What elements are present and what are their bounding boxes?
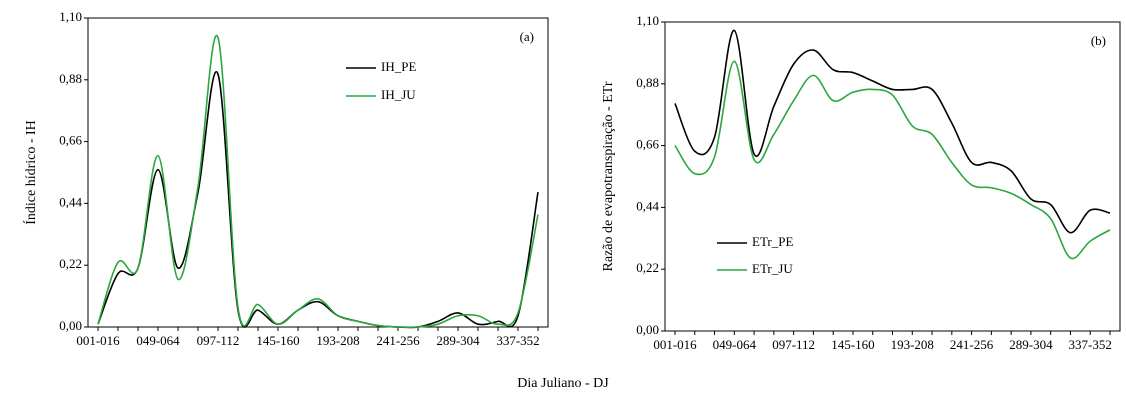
y-tick-label: 0,88: [59, 71, 82, 86]
plot-frame: [664, 21, 1121, 332]
legend-label: IH_PE: [381, 59, 416, 74]
y-tick-label: 0,88: [636, 75, 659, 90]
x-tick-label: 193-208: [891, 337, 934, 352]
x-tick-label: 145-160: [831, 337, 874, 352]
x-tick-label: 241-256: [376, 333, 420, 348]
x-tick-label: 145-160: [256, 333, 299, 348]
panel-label: (b): [1091, 33, 1106, 48]
y-tick-label: 1,10: [636, 13, 659, 28]
x-tick-label: 241-256: [950, 337, 994, 352]
x-axis-label: Dia Juliano - DJ: [517, 376, 609, 391]
x-tick-label: 193-208: [316, 333, 359, 348]
x-tick-label: 097-112: [197, 333, 240, 348]
legend-label: IH_JU: [381, 87, 416, 102]
y-axis-label: Índice hídrico - IH: [22, 120, 39, 225]
series-line: [97, 34, 539, 329]
y-tick-label: 0,22: [59, 256, 82, 271]
y-tick-label: 0,00: [59, 318, 82, 333]
x-tick-label: 337-352: [1069, 337, 1112, 352]
series-line: [674, 60, 1111, 260]
legend-label: ETr_JU: [752, 261, 793, 276]
x-tick-label: 097-112: [772, 337, 815, 352]
x-tick-label: 001-016: [653, 337, 697, 352]
y-axis-label: Razão de evapotranspiração - ETr: [601, 81, 616, 271]
plot-frame: [87, 17, 549, 328]
y-tick-label: 0,44: [59, 194, 82, 209]
x-tick-label: 289-304: [436, 333, 480, 348]
x-tick-label: 049-064: [713, 337, 757, 352]
y-tick-label: 0,00: [636, 322, 659, 337]
series-line: [674, 29, 1111, 234]
x-tick-label: 337-352: [496, 333, 539, 348]
x-tick-label: 289-304: [1009, 337, 1053, 352]
y-tick-label: 0,66: [59, 133, 82, 148]
panel-label: (a): [520, 29, 534, 44]
y-tick-label: 0,22: [636, 260, 659, 275]
legend-label: ETr_PE: [752, 234, 793, 249]
y-tick-label: 0,66: [636, 137, 659, 152]
y-tick-label: 1,10: [59, 9, 82, 24]
x-tick-label: 001-016: [76, 333, 120, 348]
x-tick-label: 049-064: [136, 333, 180, 348]
series-line: [97, 70, 539, 329]
y-tick-label: 0,44: [636, 198, 659, 213]
